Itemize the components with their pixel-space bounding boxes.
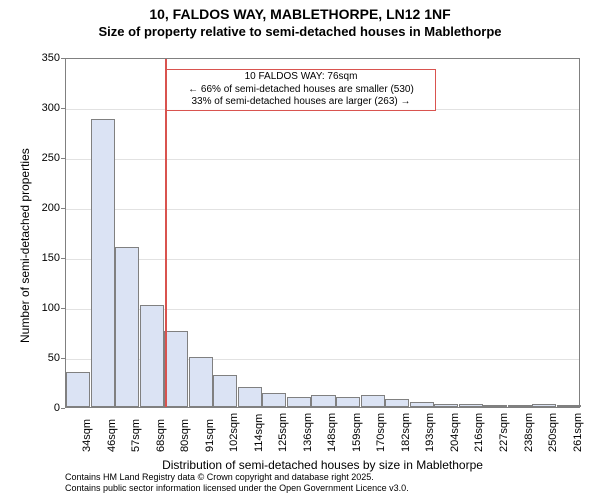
- annotation-line: 10 FALDOS WAY: 76sqm: [171, 71, 431, 84]
- x-tick-label: 159sqm: [351, 413, 363, 452]
- x-tick-label: 238sqm: [523, 413, 535, 452]
- y-tick-mark: [61, 108, 65, 109]
- annotation-line: ← 66% of semi-detached houses are smalle…: [171, 84, 431, 97]
- x-tick-label: 34sqm: [81, 419, 93, 452]
- y-tick-label: 100: [20, 302, 60, 314]
- x-tick-label: 136sqm: [302, 413, 314, 452]
- x-tick-label: 204sqm: [449, 413, 461, 452]
- x-tick-label: 182sqm: [400, 413, 412, 452]
- x-tick-label: 216sqm: [473, 413, 485, 452]
- histogram-bar: [164, 331, 188, 407]
- chart-container: 10, FALDOS WAY, MABLETHORPE, LN12 1NF Si…: [0, 0, 600, 500]
- histogram-bar: [557, 405, 581, 407]
- x-tick-label: 80sqm: [179, 419, 191, 452]
- y-tick-label: 350: [20, 52, 60, 64]
- histogram-bar: [385, 399, 409, 407]
- histogram-bar: [213, 375, 237, 407]
- plot-area: 10 FALDOS WAY: 76sqm← 66% of semi-detach…: [65, 58, 580, 408]
- x-tick-label: 227sqm: [498, 413, 510, 452]
- histogram-bar: [434, 404, 458, 407]
- histogram-bar: [459, 404, 483, 407]
- x-tick-label: 91sqm: [204, 419, 216, 452]
- x-tick-label: 114sqm: [253, 414, 265, 452]
- x-tick-label: 46sqm: [106, 419, 118, 452]
- annotation-box: 10 FALDOS WAY: 76sqm← 66% of semi-detach…: [166, 69, 436, 111]
- y-tick-mark: [61, 258, 65, 259]
- page-title: 10, FALDOS WAY, MABLETHORPE, LN12 1NF: [0, 6, 600, 22]
- x-tick-label: 193sqm: [424, 413, 436, 452]
- y-tick-label: 150: [20, 252, 60, 264]
- y-tick-mark: [61, 408, 65, 409]
- histogram-bar: [483, 405, 507, 407]
- x-tick-label: 170sqm: [375, 413, 387, 452]
- histogram-bar: [140, 305, 164, 407]
- y-tick-mark: [61, 208, 65, 209]
- histogram-bar: [361, 395, 385, 407]
- y-tick-mark: [61, 58, 65, 59]
- footer-line-2: Contains public sector information licen…: [65, 483, 409, 493]
- histogram-bar: [508, 405, 532, 407]
- histogram-bar: [262, 393, 286, 407]
- histogram-bar: [91, 119, 115, 407]
- histogram-bar: [238, 387, 262, 407]
- x-tick-label: 57sqm: [130, 419, 142, 452]
- histogram-bar: [189, 357, 213, 407]
- footer-line-1: Contains HM Land Registry data © Crown c…: [65, 472, 374, 482]
- histogram-bar: [66, 372, 90, 407]
- x-tick-label: 68sqm: [155, 419, 167, 452]
- reference-line: [165, 59, 167, 407]
- gridline: [66, 209, 579, 210]
- histogram-bar: [311, 395, 335, 407]
- y-tick-label: 50: [20, 352, 60, 364]
- x-axis-label: Distribution of semi-detached houses by …: [65, 458, 580, 472]
- x-tick-label: 250sqm: [547, 413, 559, 452]
- y-tick-label: 200: [20, 202, 60, 214]
- gridline: [66, 259, 579, 260]
- x-tick-label: 125sqm: [277, 413, 289, 452]
- y-tick-label: 250: [20, 152, 60, 164]
- y-tick-mark: [61, 308, 65, 309]
- histogram-bar: [532, 404, 556, 407]
- x-tick-label: 261sqm: [572, 413, 584, 452]
- y-tick-mark: [61, 158, 65, 159]
- histogram-bar: [287, 397, 311, 407]
- x-tick-label: 102sqm: [228, 413, 240, 452]
- gridline: [66, 159, 579, 160]
- x-tick-label: 148sqm: [326, 413, 338, 452]
- histogram-bar: [410, 402, 434, 407]
- annotation-line: 33% of semi-detached houses are larger (…: [171, 96, 431, 109]
- histogram-bar: [336, 397, 360, 407]
- histogram-bar: [115, 247, 139, 407]
- y-tick-mark: [61, 358, 65, 359]
- page-subtitle: Size of property relative to semi-detach…: [0, 24, 600, 39]
- y-tick-label: 0: [20, 402, 60, 414]
- y-tick-label: 300: [20, 102, 60, 114]
